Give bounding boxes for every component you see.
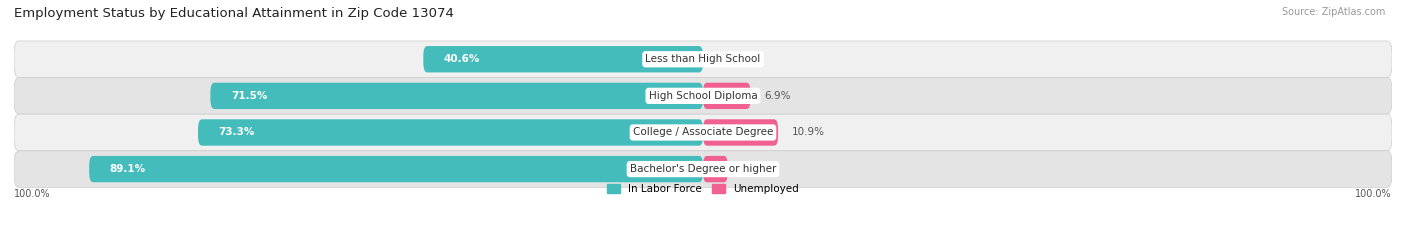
Text: College / Associate Degree: College / Associate Degree (633, 127, 773, 137)
Text: 100.0%: 100.0% (1355, 189, 1392, 199)
FancyBboxPatch shape (89, 156, 703, 182)
Text: 73.3%: 73.3% (219, 127, 254, 137)
Text: Employment Status by Educational Attainment in Zip Code 13074: Employment Status by Educational Attainm… (14, 7, 454, 20)
FancyBboxPatch shape (14, 41, 1392, 78)
Text: 10.9%: 10.9% (792, 127, 825, 137)
FancyBboxPatch shape (211, 83, 703, 109)
Text: Source: ZipAtlas.com: Source: ZipAtlas.com (1281, 7, 1385, 17)
Text: Bachelor's Degree or higher: Bachelor's Degree or higher (630, 164, 776, 174)
FancyBboxPatch shape (14, 151, 1392, 187)
FancyBboxPatch shape (423, 46, 703, 72)
FancyBboxPatch shape (14, 114, 1392, 151)
FancyBboxPatch shape (14, 78, 1392, 114)
FancyBboxPatch shape (198, 119, 703, 146)
FancyBboxPatch shape (703, 156, 728, 182)
Text: 3.6%: 3.6% (741, 164, 768, 174)
Text: 100.0%: 100.0% (14, 189, 51, 199)
Text: Less than High School: Less than High School (645, 54, 761, 64)
Text: 71.5%: 71.5% (231, 91, 267, 101)
Text: High School Diploma: High School Diploma (648, 91, 758, 101)
Text: 0.0%: 0.0% (717, 54, 742, 64)
Text: 6.9%: 6.9% (765, 91, 790, 101)
Text: 89.1%: 89.1% (110, 164, 146, 174)
Text: 40.6%: 40.6% (444, 54, 481, 64)
FancyBboxPatch shape (703, 83, 751, 109)
FancyBboxPatch shape (703, 119, 778, 146)
Legend: In Labor Force, Unemployed: In Labor Force, Unemployed (603, 180, 803, 198)
